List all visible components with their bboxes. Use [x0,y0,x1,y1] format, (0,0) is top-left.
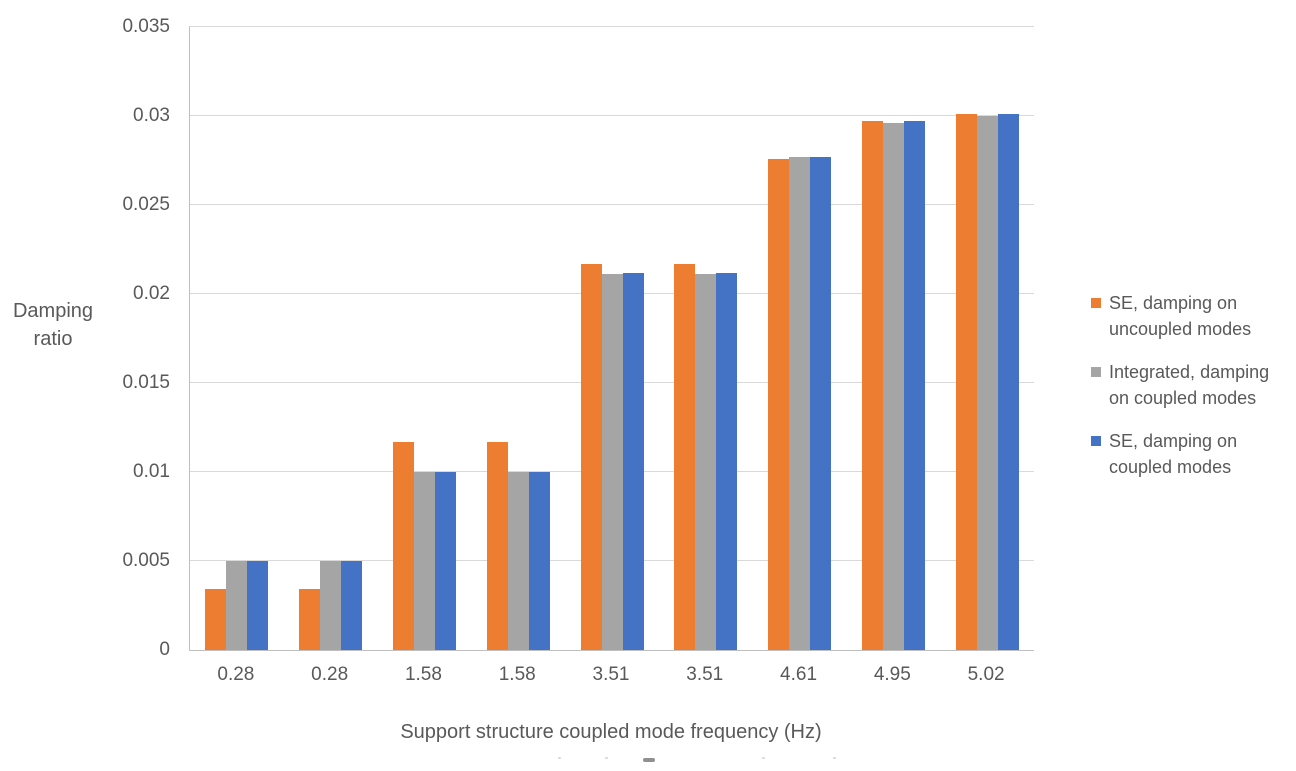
bar-series1-group1 [320,561,342,650]
gridline-0.025 [190,204,1034,205]
bar-series0-group3 [486,441,508,650]
x-category-label: 3.51 [592,664,630,685]
bar-series0-group7 [861,121,883,650]
bar-series1-group3 [507,472,529,650]
y-axis-title: Damping ratio [0,297,106,353]
x-category-label: 0.28 [217,664,255,685]
bar-series0-group6 [768,158,790,650]
legend-label-line: SE, damping on [1109,293,1238,313]
bar-series2-group7 [903,121,925,650]
legend: SE, damping on uncoupled modes Integrated,… [1091,290,1269,480]
bar-series2-group4 [622,272,644,650]
bar-series0-group5 [674,263,696,650]
bar-series1-group6 [789,156,811,650]
bar-series1-group0 [226,561,248,650]
bar-series0-group0 [205,589,227,650]
legend-item: SE, damping on coupled modes [1091,428,1269,480]
bar-series0-group2 [392,441,414,650]
bar-series2-group6 [810,156,832,650]
x-category-label: 1.58 [404,664,442,685]
legend-marker-icon [1091,298,1101,308]
y-tick-label: 0.035 [122,16,170,37]
y-axis-title-line: ratio [33,328,73,350]
legend-label: Integrated, damping on coupled modes [1109,359,1269,411]
bar-series1-group8 [976,116,998,650]
x-axis-title: Support structure coupled mode frequency… [400,721,822,743]
x-category-label: 5.02 [967,664,1005,685]
y-tick-label: 0.03 [133,105,170,126]
legend-item: Integrated, damping on coupled modes [1091,359,1269,411]
bar-series2-group3 [528,472,550,650]
x-category-label: 4.61 [780,664,818,685]
legend-label-line: uncoupled modes [1109,319,1252,339]
y-tick-label: 0 [159,639,170,660]
legend-item: SE, damping on uncoupled modes [1091,290,1269,342]
bar-series0-group8 [955,114,977,650]
legend-label-line: Integrated, damping [1109,362,1270,382]
x-category-label: 0.28 [311,664,349,685]
bar-series0-group4 [580,263,602,650]
x-category-label: 1.58 [498,664,536,685]
y-tick-label: 0.01 [133,461,170,482]
legend-label-line: SE, damping on [1109,431,1238,451]
legend-label-line: coupled modes [1109,457,1232,477]
legend-marker-icon [1091,436,1101,446]
bar-series1-group7 [882,123,904,650]
bar-series2-group2 [434,472,456,650]
y-tick-label: 0.005 [122,550,170,571]
x-category-label: 3.51 [686,664,724,685]
plot-area [189,26,1034,651]
y-tick-label: 0.015 [122,372,170,393]
legend-marker-icon [1091,367,1101,377]
bar-series2-group5 [716,272,738,650]
bar-series1-group5 [695,274,717,650]
gridline-0.03 [190,115,1034,116]
x-category-label: 4.95 [873,664,911,685]
bar-series2-group8 [997,114,1019,650]
y-axis-title-line: Damping [12,300,94,322]
bar-series2-group1 [341,561,363,650]
bar-series1-group2 [413,472,435,650]
legend-label: SE, damping on uncoupled modes [1109,290,1251,342]
bar-series1-group4 [601,274,623,650]
y-tick-label: 0.025 [122,194,170,215]
legend-label: SE, damping on coupled modes [1109,428,1237,480]
y-tick-label: 0.02 [133,283,170,304]
legend-label-line: on coupled modes [1109,388,1257,408]
bar-series2-group0 [247,561,269,650]
bar-series0-group1 [299,589,321,650]
